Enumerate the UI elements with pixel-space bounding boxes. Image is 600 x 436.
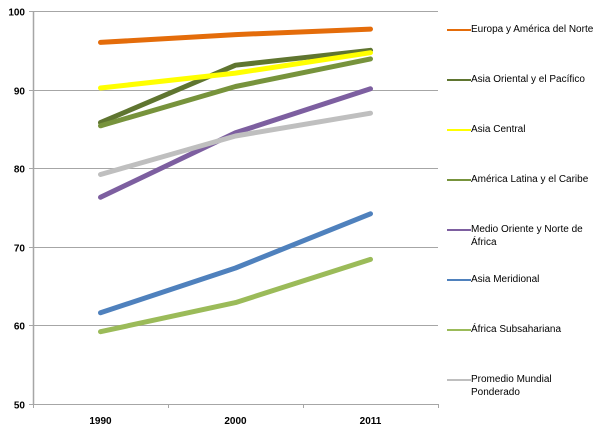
- legend-item: Promedio Mundial Ponderado: [447, 373, 596, 399]
- y-tick-label: 80: [14, 165, 26, 176]
- series-line-6: [98, 211, 373, 316]
- series-line-3: [98, 50, 373, 91]
- y-tick-label: 60: [14, 322, 26, 333]
- series-line-4: [98, 56, 373, 129]
- legend-item: Asia Meridional: [447, 273, 596, 286]
- y-tick-label: 50: [14, 401, 26, 412]
- series-line-2: [98, 47, 373, 126]
- legend-swatch: [447, 179, 471, 181]
- series-line-5: [98, 86, 373, 200]
- legend-swatch: [447, 329, 471, 331]
- legend-label: Medio Oriente y Norte de África: [471, 224, 583, 248]
- legend-swatch: [447, 229, 471, 231]
- legend-item: África Subsahariana: [447, 323, 596, 336]
- legend-item: Medio Oriente y Norte de África: [447, 223, 596, 249]
- legend-label: Asia Oriental y el Pacífico: [471, 74, 585, 85]
- legend: Europa y América del Norte Asia Oriental …: [447, 0, 600, 436]
- legend-label: Europa y América del Norte: [471, 24, 594, 35]
- legend-label: Promedio Mundial Ponderado: [471, 374, 552, 398]
- legend-item: Europa y América del Norte: [447, 23, 596, 36]
- x-tick-label: 2000: [224, 416, 247, 427]
- legend-item: América Latina y el Caribe: [447, 173, 596, 186]
- series-line-8: [98, 110, 373, 177]
- series-lines: [98, 26, 373, 335]
- legend-swatch: [447, 79, 471, 81]
- axes: [32, 11, 438, 405]
- x-tick-label: 1990: [89, 416, 112, 427]
- x-axis-ticks: 1990 2000 2011: [33, 404, 439, 427]
- legend-swatch: [447, 279, 471, 281]
- y-tick-label: 70: [14, 244, 26, 255]
- y-tick-label: 90: [14, 87, 26, 98]
- y-tick-label: 100: [8, 8, 25, 19]
- series-line-1: [98, 26, 373, 45]
- legend-label: Asia Meridional: [471, 274, 540, 285]
- legend-label: Asia Central: [471, 124, 526, 135]
- legend-item: Asia Oriental y el Pacífico: [447, 73, 596, 86]
- legend-item: Asia Central: [447, 123, 596, 136]
- legend-label: América Latina y el Caribe: [471, 174, 589, 185]
- legend-swatch: [447, 29, 471, 31]
- legend-swatch: [447, 129, 471, 131]
- y-axis-ticks: 50 60 70 80 90 100: [8, 8, 33, 412]
- legend-label: África Subsahariana: [471, 324, 562, 335]
- legend-swatch: [447, 379, 471, 381]
- series-line-7: [98, 256, 373, 335]
- gridlines: [33, 11, 438, 326]
- x-tick-label: 2011: [360, 416, 382, 427]
